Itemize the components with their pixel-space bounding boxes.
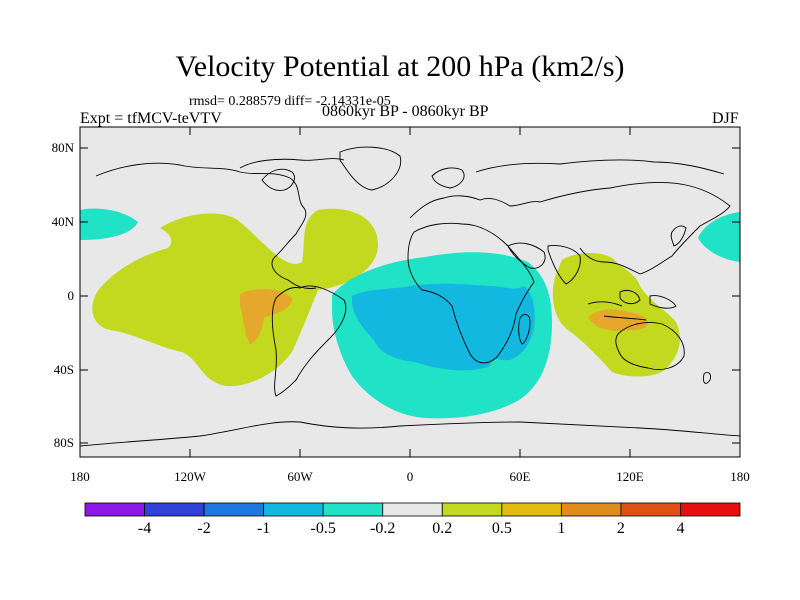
colorbar-label: -0.2	[370, 520, 395, 537]
lon-tick-label: 180	[70, 469, 90, 484]
lat-tick-label: 80N	[52, 140, 75, 155]
colorbar-swatch	[560, 502, 622, 517]
colorbar-label: -0.5	[311, 520, 336, 537]
period-label: 0860kyr BP - 0860kyr BP	[322, 103, 489, 120]
colorbar-label: 4	[676, 520, 684, 537]
colorbar	[84, 502, 741, 517]
strong-negative-region-africa	[352, 283, 535, 371]
colorbar-swatch	[203, 502, 265, 517]
lat-tick-label: 80S	[54, 435, 74, 450]
map-title: Velocity Potential at 200 hPa (km2/s)	[175, 50, 625, 83]
contour-fill-layer	[80, 208, 740, 419]
colorbar-swatch	[501, 502, 562, 517]
coastlines	[80, 146, 740, 447]
colorbar-label: 0.2	[432, 520, 452, 537]
lon-tick-label: 0	[407, 469, 414, 484]
lon-tick-label: 120E	[616, 469, 644, 484]
lon-tick-label: 120W	[174, 469, 207, 484]
axis-ticks	[79, 127, 741, 457]
lat-tick-label: 40N	[52, 214, 75, 229]
lon-tick-label: 60E	[510, 469, 531, 484]
orange-patch-maritime	[588, 309, 649, 331]
colorbar-swatch	[382, 502, 443, 517]
longitude-labels: 180 120W 60W 0 60E 120E 180	[70, 469, 750, 484]
latitude-labels: 80N 40N 0 40S 80S	[52, 140, 75, 450]
colorbar-label: 2	[617, 520, 625, 537]
colorbar-swatch	[322, 502, 384, 517]
colorbar-swatch	[441, 502, 503, 517]
positive-region-americas	[92, 208, 378, 387]
experiment-label: Expt = tfMCV-teVTV	[80, 110, 222, 127]
season-label: DJF	[712, 110, 739, 127]
colorbar-label: 0.5	[492, 520, 512, 537]
lat-tick-label: 0	[68, 288, 75, 303]
colorbar-swatch	[263, 502, 324, 517]
colorbar-swatch	[620, 502, 681, 517]
lon-tick-label: 180	[730, 469, 750, 484]
colorbar-label: -2	[197, 520, 210, 537]
lon-tick-label: 60W	[287, 469, 313, 484]
colorbar-label: 1	[557, 520, 565, 537]
colorbar-label: -4	[138, 520, 151, 537]
lat-tick-label: 40S	[54, 362, 74, 377]
orange-patch-americas	[240, 289, 293, 344]
colorbar-swatch	[144, 502, 205, 517]
negative-region-dateline-east	[698, 212, 740, 262]
colorbar-swatch	[680, 502, 741, 517]
negative-region-dateline-west	[80, 208, 138, 240]
stats-text: rmsd= 0.288579 diff= -2.14331e-05	[189, 94, 391, 109]
colorbar-labels: -4 -2 -1 -0.5 -0.2 0.2 0.5 1 2 4	[138, 520, 685, 537]
colorbar-label: -1	[257, 520, 270, 537]
colorbar-swatch	[84, 502, 145, 517]
